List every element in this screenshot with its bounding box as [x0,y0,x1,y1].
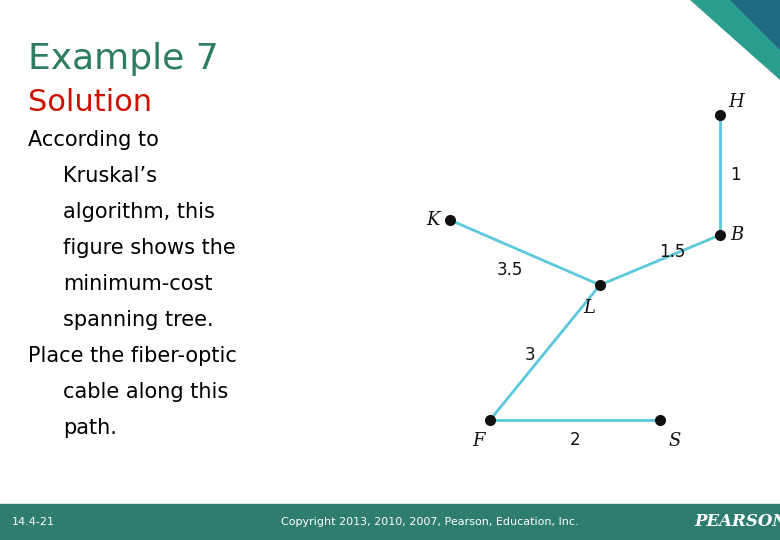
Text: Solution: Solution [28,88,152,117]
Text: Copyright 2013, 2010, 2007, Pearson, Education, Inc.: Copyright 2013, 2010, 2007, Pearson, Edu… [281,517,579,527]
Text: 2: 2 [569,431,580,449]
Text: L: L [583,299,595,317]
Text: S: S [668,432,680,450]
Polygon shape [690,0,780,80]
Text: 3: 3 [525,346,535,364]
Text: 1.5: 1.5 [659,243,685,261]
Text: H: H [728,93,744,111]
Text: 14.4-21: 14.4-21 [12,517,55,527]
Text: Example 7: Example 7 [28,42,218,76]
Text: Kruskal’s: Kruskal’s [63,166,157,186]
Text: cable along this: cable along this [63,382,229,402]
Text: 3.5: 3.5 [497,261,523,279]
Polygon shape [730,0,780,50]
Text: F: F [473,432,485,450]
Text: algorithm, this: algorithm, this [63,202,214,222]
Text: PEARSON: PEARSON [694,514,780,530]
Text: path.: path. [63,418,117,438]
Text: B: B [730,226,743,244]
Text: figure shows the: figure shows the [63,238,236,258]
Text: spanning tree.: spanning tree. [63,310,214,330]
Text: K: K [427,211,440,229]
Text: Place the fiber-optic: Place the fiber-optic [28,346,237,366]
Text: minimum-cost: minimum-cost [63,274,212,294]
Text: According to: According to [28,130,159,150]
Text: 1: 1 [729,166,740,184]
